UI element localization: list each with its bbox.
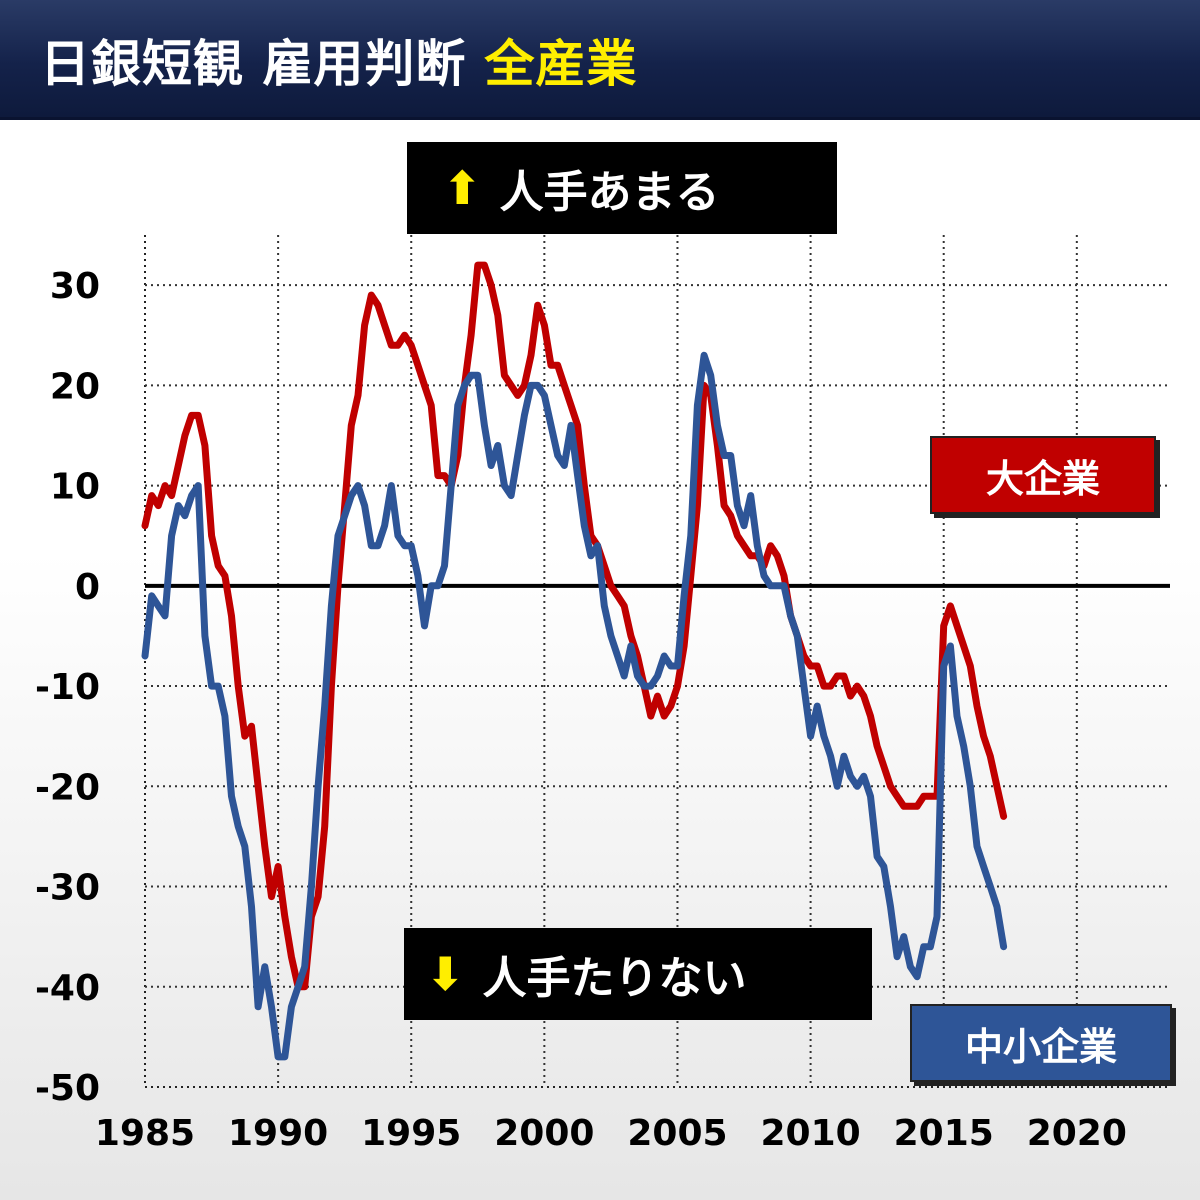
x-tick-label: 1990 [228, 1113, 328, 1154]
y-tick-label: 10 [50, 467, 100, 508]
x-tick-label: 1985 [95, 1113, 195, 1154]
annotation-surplus-text: 人手あまる [499, 167, 720, 218]
y-tick-label: -10 [35, 667, 100, 708]
legend-large-enterprise: 大企業 [930, 436, 1156, 514]
y-tick-label: 0 [75, 567, 100, 608]
x-tick-label: 2020 [1027, 1113, 1127, 1154]
chart-title: 日銀短観 雇用判断 全産業 [40, 24, 637, 96]
title-bar: 日銀短観 雇用判断 全産業 [0, 0, 1200, 120]
y-tick-label: -40 [35, 968, 100, 1009]
y-tick-label: -20 [35, 767, 100, 808]
down-arrow-icon: ⬇ [426, 947, 465, 1001]
y-tick-label: -30 [35, 868, 100, 909]
y-tick-label: 20 [50, 366, 100, 407]
annotation-shortage: ⬇ 人手たりない [404, 928, 872, 1020]
x-tick-label: 1995 [361, 1113, 461, 1154]
series-line-large-enterprise [141, 261, 1008, 991]
x-tick-label: 2000 [494, 1113, 594, 1154]
legend-small-enterprise: 中小企業 [910, 1004, 1172, 1082]
x-tick-label: 2010 [760, 1113, 860, 1154]
legend-large-label: 大企業 [985, 456, 1100, 501]
x-tick-label: 2015 [894, 1113, 994, 1154]
y-tick-label: -50 [35, 1068, 100, 1109]
x-tick-label: 2005 [627, 1113, 727, 1154]
annotation-shortage-text: 人手たりない [482, 953, 747, 1004]
title-main: 日銀短観 雇用判断 [40, 35, 467, 93]
title-highlight: 全産業 [484, 35, 638, 93]
series-line-small-enterprise [141, 351, 1008, 1061]
chart-panel: 30 20 10 0 -10 -20 -30 -40 -50 1985 1990 1995 2000 20… [0, 120, 1200, 1200]
legend-small-label: 中小企業 [964, 1024, 1117, 1069]
up-arrow-icon: ⬆ [443, 161, 482, 215]
y-tick-label: 30 [50, 266, 100, 307]
annotation-surplus: ⬆ 人手あまる [407, 142, 837, 234]
